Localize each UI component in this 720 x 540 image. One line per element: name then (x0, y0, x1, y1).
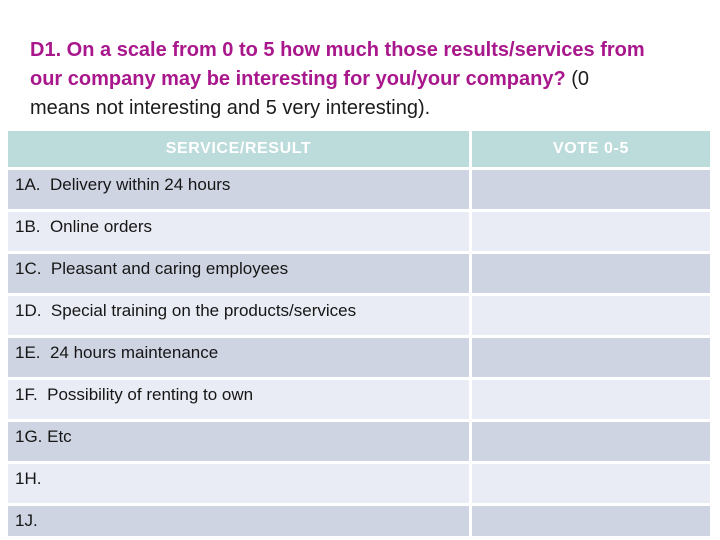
vote-cell[interactable] (472, 338, 710, 377)
service-cell: 1E. 24 hours maintenance (8, 338, 469, 377)
table-row: 1H. (8, 464, 710, 503)
vote-cell[interactable] (472, 380, 710, 419)
vote-cell[interactable] (472, 422, 710, 461)
service-cell: 1F. Possibility of renting to own (8, 380, 469, 419)
service-cell: 1H. (8, 464, 469, 503)
title-plain-segment: (0 (565, 68, 589, 90)
title-plain-segment: means not interesting and 5 very interes… (30, 97, 431, 119)
vote-cell[interactable] (472, 212, 710, 251)
vote-cell[interactable] (472, 506, 710, 536)
service-cell: 1D. Special training on the products/ser… (8, 296, 469, 335)
table-row: 1F. Possibility of renting to own (8, 380, 710, 419)
service-cell: 1G. Etc (8, 422, 469, 461)
vote-cell[interactable] (472, 464, 710, 503)
table-row: 1C. Pleasant and caring employees (8, 254, 710, 293)
table-header-row: SERVICE/RESULT VOTE 0-5 (8, 131, 710, 167)
title-highlight-segment: D1. On a scale from 0 to 5 how much thos… (30, 39, 645, 61)
question-title: D1. On a scale from 0 to 5 how much thos… (30, 36, 710, 123)
vote-cell[interactable] (472, 296, 710, 335)
service-cell: 1J. (8, 506, 469, 536)
service-cell: 1A. Delivery within 24 hours (8, 170, 469, 209)
service-cell: 1B. Online orders (8, 212, 469, 251)
vote-cell[interactable] (472, 170, 710, 209)
title-line-2: our company may be interesting for you/y… (30, 65, 710, 94)
table-row: 1D. Special training on the products/ser… (8, 296, 710, 335)
title-line-1: D1. On a scale from 0 to 5 how much thos… (30, 36, 710, 65)
table-row: 1E. 24 hours maintenance (8, 338, 710, 377)
table-row: 1J. (8, 506, 710, 536)
vote-cell[interactable] (472, 254, 710, 293)
title-highlight-segment: our company may be interesting for you/y… (30, 68, 566, 90)
column-header-vote: VOTE 0-5 (472, 131, 710, 167)
service-cell: 1C. Pleasant and caring employees (8, 254, 469, 293)
vote-table: SERVICE/RESULT VOTE 0-5 1A. Delivery wit… (8, 131, 710, 536)
table-row: 1B. Online orders (8, 212, 710, 251)
title-line-3: means not interesting and 5 very interes… (30, 94, 710, 123)
column-header-service: SERVICE/RESULT (8, 131, 469, 167)
table-row: 1A. Delivery within 24 hours (8, 170, 710, 209)
table-row: 1G. Etc (8, 422, 710, 461)
